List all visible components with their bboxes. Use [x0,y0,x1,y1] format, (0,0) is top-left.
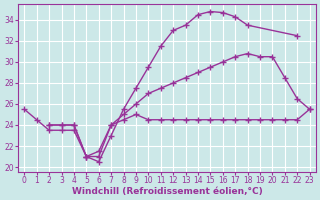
X-axis label: Windchill (Refroidissement éolien,°C): Windchill (Refroidissement éolien,°C) [72,187,262,196]
